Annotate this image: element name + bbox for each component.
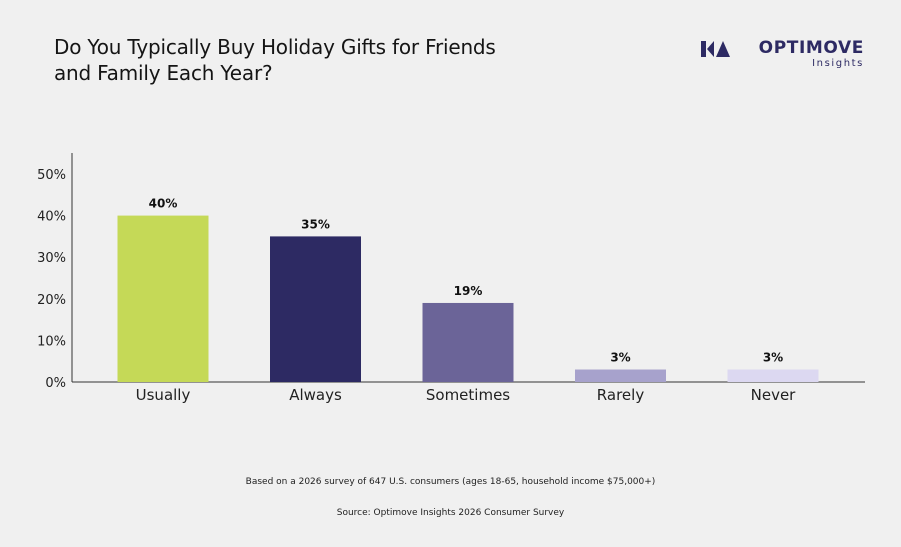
data-label: 3% [610, 351, 630, 365]
source-note: Source: Optimove Insights 2026 Consumer … [336, 508, 565, 518]
bar-always [270, 236, 361, 382]
x-tick-label: Always [289, 386, 342, 404]
bar-never [727, 369, 819, 382]
data-label: 40% [149, 197, 178, 211]
chart-title-line-2: and Family Each Year? [54, 61, 273, 85]
data-label: 3% [763, 351, 783, 365]
brand-name: OPTIMOVE [758, 38, 864, 58]
data-label: 19% [454, 284, 483, 298]
optimove-logo-icon [701, 41, 730, 57]
chart-title: Do You Typically Buy Holiday Gifts for F… [54, 34, 614, 86]
optimove-logo: OPTIMOVE Insights [684, 38, 864, 72]
y-tick-label: 40% [37, 210, 66, 225]
y-tick-label: 30% [37, 251, 66, 266]
bar-sometimes [422, 302, 514, 382]
y-tick-label: 0% [45, 376, 66, 391]
x-tick-label: Rarely [597, 386, 645, 404]
y-tick-label: 20% [37, 293, 66, 308]
x-tick-label: Sometimes [426, 386, 510, 404]
data-label: 35% [301, 217, 330, 231]
survey-note: Based on a 2026 survey of 647 U.S. consu… [245, 477, 656, 487]
y-tick-label: 50% [37, 168, 66, 183]
bar-rarely [575, 369, 666, 382]
bar-usually [117, 215, 209, 382]
y-tick-label: 10% [37, 334, 66, 349]
brand-subtitle: Insights [812, 58, 864, 69]
chart-title-line-1: Do You Typically Buy Holiday Gifts for F… [54, 35, 496, 59]
x-tick-label: Usually [136, 386, 191, 404]
x-tick-label: Never [751, 386, 797, 404]
